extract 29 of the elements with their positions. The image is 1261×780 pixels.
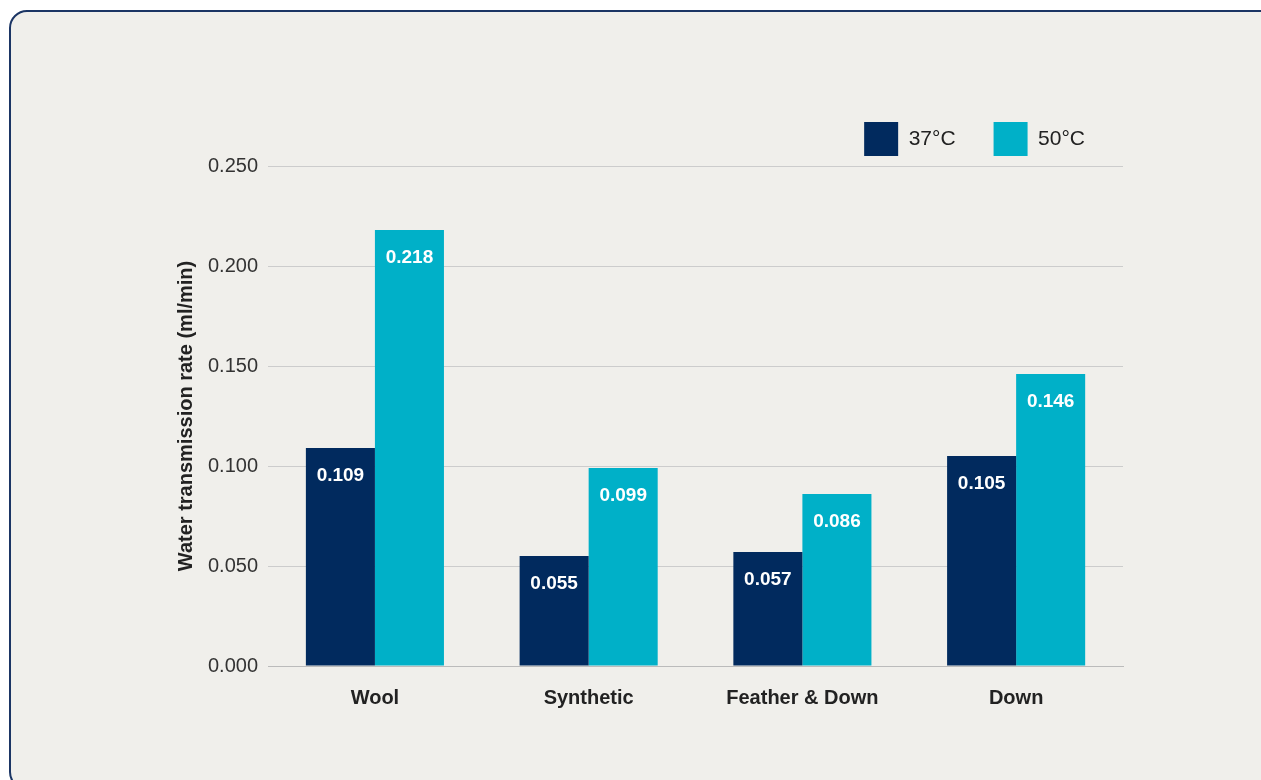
legend-label: 50°C: [1038, 125, 1085, 149]
x-tick-label: Down: [988, 685, 1044, 708]
bar: [802, 494, 872, 666]
text: 0.200: [207, 253, 259, 276]
text: 0.000: [207, 653, 259, 676]
data-label: 0.109: [316, 464, 365, 486]
legend-label: 37°C: [908, 125, 956, 149]
bar: [1016, 374, 1086, 666]
x-tick-label: Wool: [350, 685, 400, 708]
data-label: 0.099: [599, 484, 647, 506]
bar: [947, 456, 1017, 666]
text: 0.050: [207, 553, 259, 576]
text: 0.150: [207, 353, 259, 376]
text: 0.100: [207, 453, 259, 476]
bar: [733, 552, 803, 666]
y-axis-title: Water transmission rate (ml/min): [173, 260, 196, 572]
data-label: 0.218: [385, 246, 434, 268]
data-label: 0.086: [813, 510, 861, 532]
bar: [305, 448, 375, 666]
text: 0.250: [207, 153, 259, 176]
bar: [588, 468, 658, 666]
data-label: 0.146: [1026, 390, 1075, 412]
data-label: 0.055: [530, 572, 579, 594]
x-tick-label: Feather & Down: [726, 685, 879, 708]
bar: [519, 556, 589, 666]
data-label: 0.105: [957, 472, 1006, 494]
x-tick-label: Synthetic: [543, 685, 634, 708]
bar: [374, 230, 444, 666]
data-label: 0.057: [744, 568, 792, 590]
